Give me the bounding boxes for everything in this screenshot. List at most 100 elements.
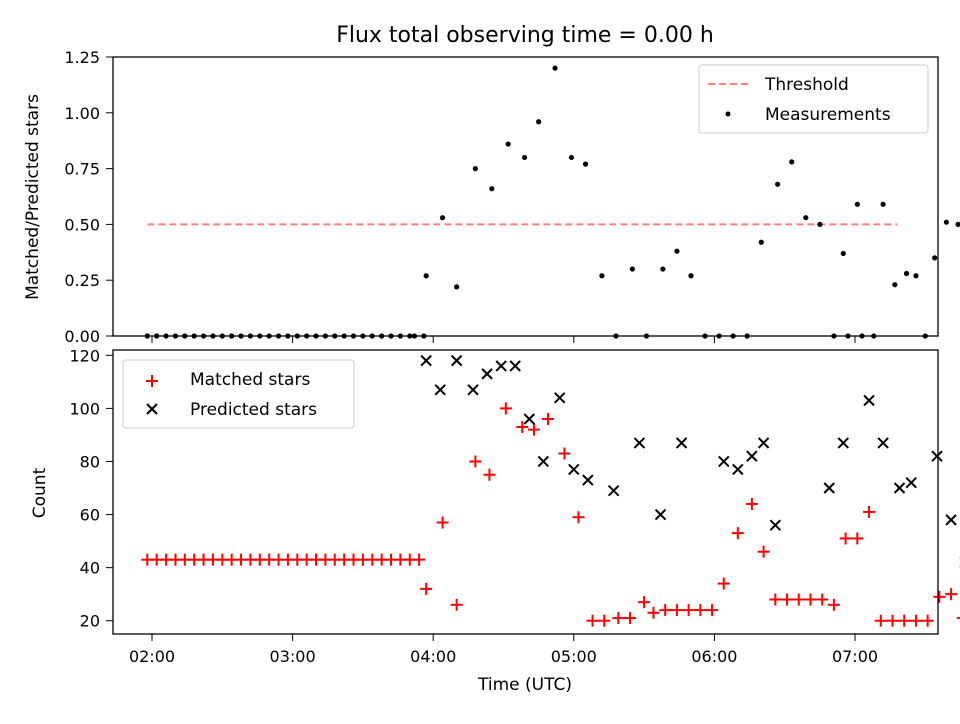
predicted-star-stroke: [863, 394, 875, 407]
measurement-point: [582, 161, 589, 167]
predicted-star-stroke: [434, 384, 446, 396]
measurement-point: [660, 266, 666, 272]
measurement-point: [439, 215, 446, 221]
matched-star-point: [516, 420, 529, 433]
measurement-point: [552, 65, 558, 71]
predicted-star-point: [633, 437, 646, 449]
bottom-y-tick-label: 120: [69, 346, 100, 365]
x-axis-label: Time (UTC): [477, 675, 572, 695]
predicted-star-point: [769, 519, 782, 531]
matched-star-point: [572, 511, 585, 524]
measurement-point: [454, 284, 460, 290]
predicted-star-point: [905, 477, 917, 489]
top-y-tick-label: 1.00: [64, 104, 100, 123]
predicted-star-point: [945, 514, 957, 526]
bottom-y-tick-label: 60: [80, 506, 100, 525]
matched-star-point: [413, 553, 426, 566]
measurement-point: [880, 201, 886, 207]
matched-star-point: [706, 604, 719, 617]
measurement-point: [758, 239, 764, 245]
predicted-star-stroke: [905, 477, 917, 489]
top-y-tick-label: 0.25: [64, 271, 100, 290]
measurement-point: [913, 273, 919, 279]
predicted-star-stroke: [675, 437, 688, 449]
measurement-point: [932, 255, 938, 261]
predicted-star-stroke: [467, 384, 479, 396]
predicted-star-point: [537, 455, 550, 468]
measurement-point: [854, 201, 860, 207]
x-tick-label: 05:00: [551, 647, 597, 666]
matched-star-point: [898, 614, 911, 627]
matched-star-point: [745, 497, 758, 510]
matched-star-point: [624, 612, 637, 625]
predicted-star-point: [718, 455, 730, 468]
predicted-star-point: [582, 474, 594, 486]
bottom-legend: Matched stars Predicted stars: [122, 359, 355, 429]
matched-star-point: [469, 455, 482, 468]
top-y-tick-label: 1.25: [64, 48, 100, 67]
top-plot-area: 0.00 0.25 0.50 0.75 1.00 1.25: [64, 48, 856, 346]
matched-star-point: [827, 598, 840, 611]
bottom-y-axis-label: Count: [30, 467, 50, 518]
matched-star-point: [874, 614, 887, 627]
matched-star-point: [945, 588, 958, 601]
predicted-star-point: [450, 354, 463, 367]
predicted-star-stroke: [769, 519, 782, 531]
bottom-y-tick-label: 100: [69, 399, 100, 418]
predicted-star-point: [607, 484, 620, 497]
x-tick-label: 04:00: [410, 647, 456, 666]
matched-star-point: [420, 582, 433, 595]
measurement-point: [903, 270, 910, 277]
bottom-y-tick-label: 80: [80, 452, 100, 471]
matched-star-point: [638, 596, 651, 609]
predicted-star-stroke: [877, 437, 889, 449]
top-chart-title: Flux total observing time = 0.00 h: [336, 23, 714, 48]
legend-matched-label: Matched stars: [190, 370, 310, 390]
measurement-point: [423, 273, 429, 279]
top-y-tick-label: 0.00: [64, 327, 100, 346]
matched-star-point: [670, 604, 683, 617]
legend-threshold-label: Threshold: [764, 75, 849, 95]
matched-star-point: [586, 614, 599, 627]
predicted-star-stroke: [757, 437, 770, 449]
matched-star-point: [717, 577, 730, 590]
measurement-point: [489, 186, 495, 192]
predicted-star-stroke: [654, 508, 667, 521]
top-legend-box: [698, 64, 929, 134]
matched-star-point: [921, 614, 934, 627]
predicted-star-point: [568, 463, 580, 476]
measurement-point: [817, 221, 823, 227]
bottom-marks: [141, 354, 960, 627]
matched-star-point: [851, 532, 864, 545]
bottom-plot-area: 20 40 60 80 100 120 02:00 03:00 04:00 05:00 06:00 0…: [69, 346, 878, 666]
bottom-plot-frame: [112, 349, 939, 635]
measurement-point: [840, 250, 846, 257]
matched-star-point: [731, 527, 744, 540]
predicted-star-stroke: [746, 450, 758, 462]
matched-star-point: [792, 593, 805, 606]
matched-star-point: [659, 604, 672, 617]
predicted-star-stroke: [607, 484, 620, 497]
predicted-star-stroke: [823, 482, 835, 494]
bottom-y-tick-label: 20: [80, 612, 100, 631]
predicted-star-point: [420, 354, 432, 367]
predicted-star-point: [495, 360, 507, 372]
x-tick-label: 07:00: [832, 647, 878, 666]
predicted-star-point: [654, 508, 667, 521]
predicted-star-point: [893, 482, 906, 494]
measurement-point: [943, 219, 949, 225]
matched-star-point: [863, 505, 876, 518]
top-y-tick-label: 0.50: [64, 215, 100, 234]
predicted-star-point: [746, 450, 758, 462]
matched-star-point: [436, 516, 449, 529]
matched-star-point: [542, 413, 555, 426]
matched-star-point: [647, 606, 660, 619]
legend-matched-marker: [146, 375, 158, 387]
top-legend: Threshold Measurements: [698, 64, 929, 134]
matched-star-point: [757, 545, 770, 558]
predicted-star-point: [877, 437, 889, 449]
measurement-point: [955, 221, 960, 227]
legend-predicted-marker: [146, 403, 158, 415]
measurement-point: [803, 215, 809, 221]
